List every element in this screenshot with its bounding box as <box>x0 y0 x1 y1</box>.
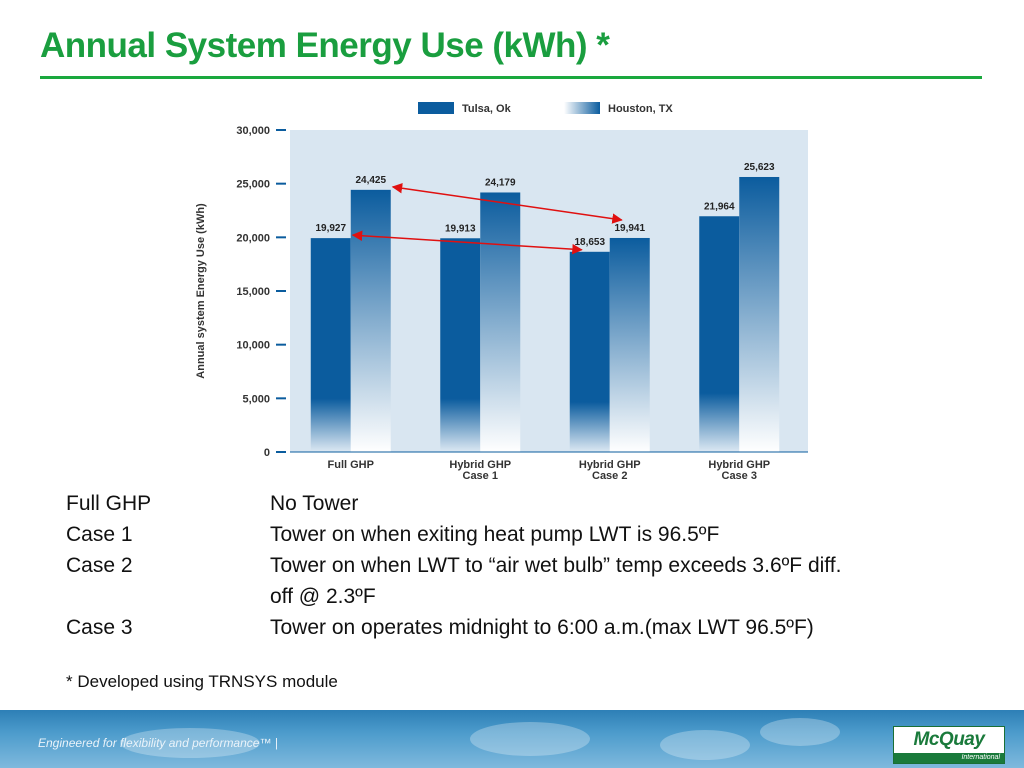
bar-houston <box>609 237 650 452</box>
cloud-decoration <box>660 730 750 760</box>
y-tick-label: 5,000 <box>242 393 270 405</box>
comparison-arrow <box>391 182 623 224</box>
x-tick-label: Hybrid GHP <box>708 459 770 471</box>
note-description: off @ 2.3ºF <box>270 585 376 608</box>
note-term: Case 2 <box>66 554 133 577</box>
data-label: 18,653 <box>574 237 605 248</box>
x-tick-label: Case 1 <box>463 470 498 482</box>
cloud-decoration <box>120 728 260 758</box>
note-row: Full GHP No Tower <box>66 488 986 519</box>
bar-houston <box>350 189 391 453</box>
x-tick-label: Full GHP <box>328 459 374 471</box>
note-term: Case 1 <box>66 523 133 546</box>
x-tick-label: Case 2 <box>592 470 627 482</box>
logo-subtitle: International <box>894 753 1004 763</box>
note-row: Case 3 Tower on operates midnight to 6:00… <box>66 612 986 643</box>
slide-title: Annual System Energy Use (kWh) * <box>40 26 610 65</box>
footer-tagline: Engineered for flexibility and performan… <box>38 736 278 750</box>
legend-swatch <box>564 102 600 114</box>
data-label: 21,964 <box>704 201 735 212</box>
y-tick-label: 20,000 <box>236 232 270 244</box>
data-label: 19,941 <box>614 223 645 234</box>
bar-chart-svg: 0 5,000 10,000 15,000 20,000 25,000 30,000 Annu… <box>195 102 808 482</box>
company-logo: McQuay International <box>893 726 1005 764</box>
bar-tulsa <box>310 238 351 452</box>
note-description: Tower on when LWT to “air wet bulb” temp… <box>270 554 842 577</box>
x-tick-label: Hybrid GHP <box>579 459 641 471</box>
footer-bar: Engineered for flexibility and performan… <box>0 710 1024 768</box>
note-description: Tower on operates midnight to 6:00 a.m.(… <box>270 616 814 639</box>
note-description: Tower on when exiting heat pump LWT is 9… <box>270 523 720 546</box>
data-label: 19,927 <box>315 223 346 234</box>
case-notes: Full GHP No Tower Case 1 Tower on when exit… <box>66 488 986 643</box>
legend-label: Houston, TX <box>608 103 673 115</box>
title-divider <box>40 76 982 79</box>
cloud-decoration <box>470 722 590 756</box>
logo-wordmark: McQuay <box>913 729 985 750</box>
data-label: 25,623 <box>744 162 775 173</box>
bar-houston <box>480 192 521 452</box>
note-row: Case 1 Tower on when exiting heat pump LW… <box>66 519 986 550</box>
bar-tulsa <box>440 238 481 452</box>
data-label: 24,179 <box>485 177 516 188</box>
comparison-arrow <box>351 230 583 255</box>
legend-swatch <box>418 102 454 114</box>
bar-houston <box>739 176 780 452</box>
note-term: Case 3 <box>66 616 133 639</box>
y-tick-label: 0 <box>264 447 270 459</box>
energy-use-chart: 0 5,000 10,000 15,000 20,000 25,000 30,000 Annu… <box>180 94 820 494</box>
data-label: 19,913 <box>445 223 476 234</box>
footnote: * Developed using TRNSYS module <box>66 672 338 691</box>
y-tick-label: 10,000 <box>236 340 270 352</box>
legend-label: Tulsa, Ok <box>462 103 512 115</box>
bar-tulsa <box>569 251 610 452</box>
x-tick-label: Hybrid GHP <box>449 459 511 471</box>
note-row: off @ 2.3ºF <box>66 581 986 612</box>
cloud-decoration <box>760 718 840 746</box>
x-tick-label: Case 3 <box>722 470 757 482</box>
y-tick-label: 15,000 <box>236 286 270 298</box>
data-label: 24,425 <box>355 175 386 186</box>
note-description: No Tower <box>270 492 359 515</box>
note-term: Full GHP <box>66 492 152 515</box>
bar-tulsa <box>699 216 740 452</box>
note-term <box>66 581 270 612</box>
y-axis-label: Annual system Energy Use (kWh) <box>195 203 207 379</box>
y-tick-label: 25,000 <box>236 179 270 191</box>
y-tick-label: 30,000 <box>236 125 270 137</box>
note-row: Case 2 Tower on when LWT to “air wet bulb… <box>66 550 986 581</box>
